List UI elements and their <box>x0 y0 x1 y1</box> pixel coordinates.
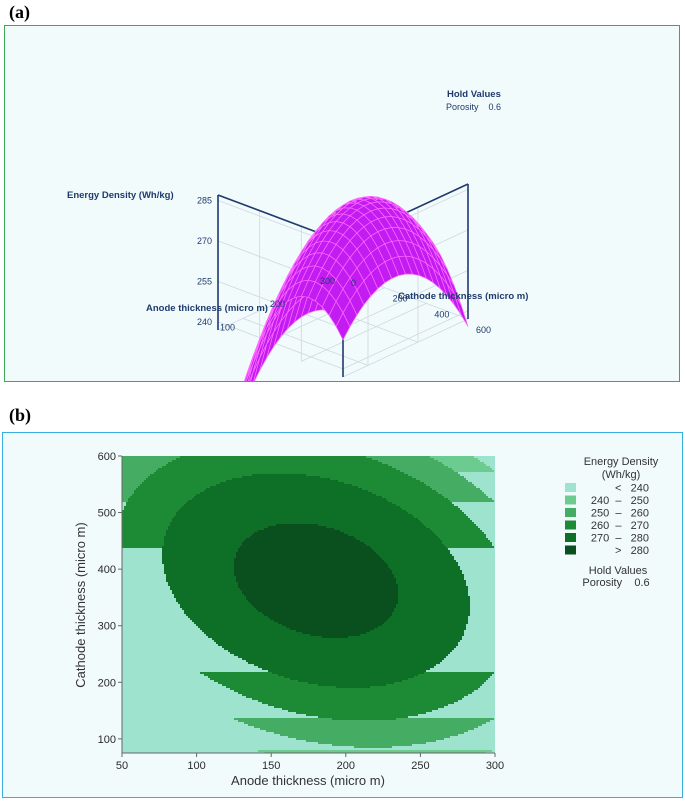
x-tick-label: 100 <box>187 760 205 772</box>
y-axis-label: Cathode thickness (micro m) <box>398 291 528 302</box>
panel-a-label: (a) <box>9 2 30 22</box>
z-axis-label: Energy Density (Wh/kg) <box>67 190 174 201</box>
contour-band <box>234 524 398 638</box>
legend-title-line2: (Wh/kg) <box>602 469 641 481</box>
x-axis-label: Anode thickness (micro m) <box>146 303 268 314</box>
contour-plot: 50 100 150 200 250 300 100 200 300 400 500 600 Anod… <box>73 451 659 788</box>
legend-swatch <box>565 495 576 505</box>
legend-swatch <box>565 508 576 517</box>
legend-swatch <box>565 483 576 492</box>
x-tick-label: 250 <box>411 760 429 772</box>
legend-item-label: 260 – 270 <box>591 520 649 532</box>
legend-item-label: > 280 <box>615 545 649 557</box>
legend-item-label: 250 – 260 <box>591 508 649 520</box>
contour-x-axis-label: Anode thickness (micro m) <box>231 773 385 788</box>
x-tick-label: 150 <box>262 760 280 772</box>
z-tick-label: 270 <box>197 236 212 246</box>
surface-ticks: 240 255 270 285 100 200 300 0 200 400 600 <box>197 195 491 335</box>
surface-axes-front <box>217 184 469 330</box>
contour-bands <box>122 456 494 753</box>
legend-item-label: 270 – 280 <box>591 533 649 545</box>
grid-line <box>301 302 427 362</box>
z-tick-label: 240 <box>197 317 212 327</box>
grid-line <box>342 318 469 378</box>
grid-line <box>342 310 469 370</box>
contour-y-axis-label: Cathode thickness (micro m) <box>73 522 88 687</box>
x-tick-label: 50 <box>116 760 128 772</box>
y-tick-label: 200 <box>98 677 116 689</box>
x-tick-label: 300 <box>320 276 335 286</box>
y-tick-label: 600 <box>98 451 116 463</box>
z-tick-label: 285 <box>197 195 212 205</box>
surface-plot: 240 255 270 285 100 200 300 0 200 400 600 Energy D… <box>67 89 528 477</box>
legend-item-label: < 240 <box>615 483 649 495</box>
x-tick-label: 200 <box>270 299 285 309</box>
z-tick-label: 255 <box>197 276 212 286</box>
legend-item-label: 240 – 250 <box>591 495 649 507</box>
hold-values-title-b: Hold Values <box>589 565 648 577</box>
y-tick-label: 400 <box>98 564 116 576</box>
y-tick-label: 200 <box>393 294 408 304</box>
y-tick-label: 0 <box>351 278 356 288</box>
legend-swatch <box>565 520 576 530</box>
surface-patch <box>231 377 247 422</box>
legend-title-line1: Energy Density <box>584 456 659 468</box>
x-tick-label: 100 <box>220 322 235 332</box>
contour-axes: 50 100 150 200 250 300 100 200 300 400 500 600 <box>98 451 505 772</box>
hold-values-title-a: Hold Values <box>447 89 501 100</box>
y-tick-label: 100 <box>98 734 116 746</box>
x-tick-label: 300 <box>486 760 504 772</box>
legend-swatch <box>565 533 576 542</box>
hold-values-text-a: Porosity 0.6 <box>446 102 501 112</box>
contour-plot-panel: 50 100 150 200 250 300 100 200 300 400 500 600 Anod… <box>2 432 683 798</box>
y-tick-label: 500 <box>98 508 116 520</box>
legend-swatch <box>565 545 576 555</box>
y-tick-label: 300 <box>98 621 116 633</box>
surface-plot-panel: 240 255 270 285 100 200 300 0 200 400 600 Energy D… <box>4 25 680 477</box>
grid-line <box>217 321 344 370</box>
panel-b-label: (b) <box>9 405 31 425</box>
grid-line <box>242 318 369 366</box>
hold-values-text-b: Porosity 0.6 <box>582 577 649 589</box>
x-tick-label: 200 <box>337 760 355 772</box>
y-tick-label: 600 <box>476 325 491 335</box>
y-tick-label: 400 <box>434 309 449 319</box>
